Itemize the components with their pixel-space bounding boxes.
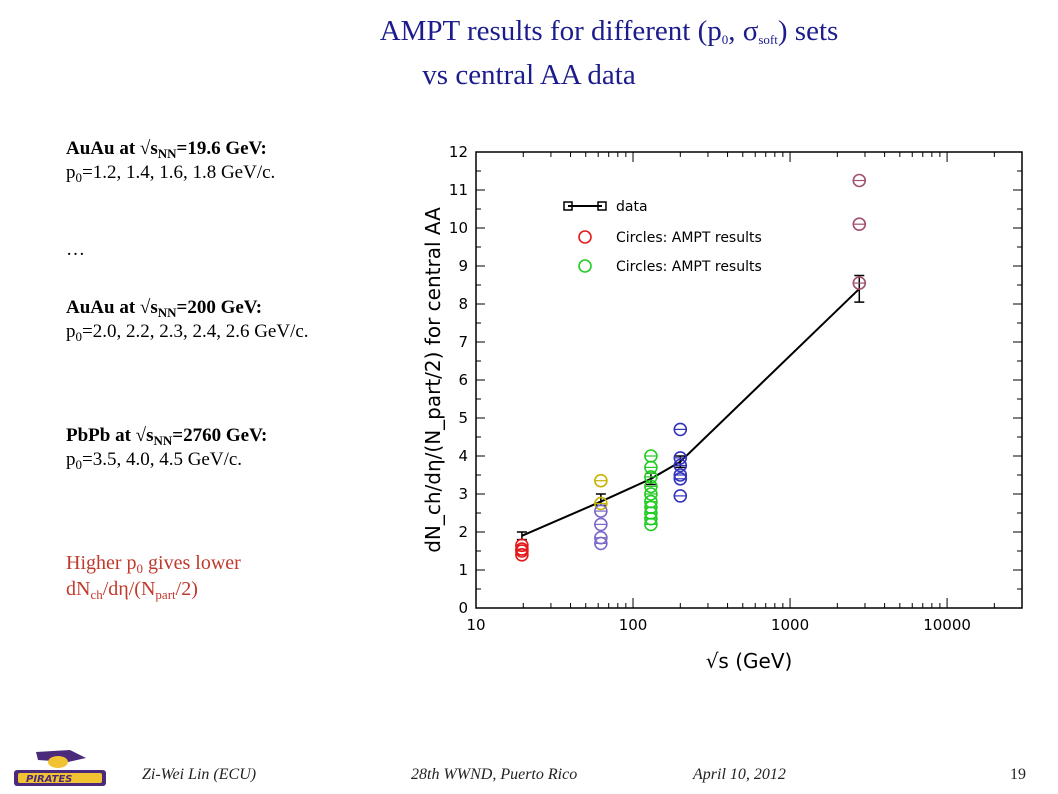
x-axis-label: √s (GeV)	[706, 649, 793, 673]
ellipsis: …	[66, 239, 85, 260]
auau-200-heading: AuAu at √sNN=200 GeV:	[66, 297, 263, 320]
y-tick-label: 10	[449, 219, 468, 237]
conclusion-note: Higher p0 gives lower dNch/dη/(Npart/2)	[66, 552, 241, 602]
legend-label-ampt-green: Circles: AMPT results	[616, 259, 762, 275]
y-tick-label: 7	[458, 333, 468, 351]
x-tick-label: 10000	[923, 616, 971, 634]
plot-frame	[475, 151, 1023, 609]
y-tick-label: 9	[458, 257, 468, 275]
y-tick-label: 1	[458, 561, 468, 579]
x-tick-label: 10	[466, 616, 485, 634]
page-number: 19	[1010, 766, 1026, 783]
y-tick-label: 12	[449, 143, 468, 161]
legend-label-ampt-red: Circles: AMPT results	[616, 230, 762, 246]
pbpb-p0: p0=3.5, 4.0, 4.5 GeV/c.	[66, 449, 243, 472]
x-tick-label: 1000	[771, 616, 809, 634]
auau-19-p0: p0=1.2, 1.4, 1.6, 1.8 GeV/c.	[66, 162, 276, 185]
auau-19-heading: AuAu at √sNN=19.6 GeV:	[66, 138, 267, 161]
pbpb-heading: PbPb at √sNN=2760 GeV:	[66, 425, 268, 448]
y-axis-label: dN_ch/dη/(N_part/2) for central AA	[421, 207, 445, 553]
auau-200-block: AuAu at √sNN=200 GeV: p0=2.0, 2.2, 2.3, …	[66, 296, 309, 344]
auau-19-block: AuAu at √sNN=19.6 GeV: p0=1.2, 1.4, 1.6,…	[66, 137, 275, 185]
y-tick-label: 4	[458, 447, 468, 465]
y-tick-label: 8	[458, 295, 468, 313]
legend-red-circle	[578, 230, 592, 244]
y-tick-label: 6	[458, 371, 468, 389]
legend-label-data: data	[616, 199, 648, 215]
ecu-pirates-logo: PIRATES	[14, 750, 106, 786]
slide-title-line1: AMPT results for different (p0, σsoft) s…	[379, 15, 839, 47]
y-tick-label: 5	[458, 409, 468, 427]
pbpb-block: PbPb at √sNN=2760 GeV: p0=3.5, 4.0, 4.5 …	[66, 424, 267, 472]
footer-date: April 10, 2012	[693, 766, 786, 783]
legend-green-circle	[578, 259, 592, 273]
y-tick-label: 0	[458, 599, 468, 617]
data-curve	[521, 288, 860, 537]
y-tick-label: 2	[458, 523, 468, 541]
auau-200-p0: p0=2.0, 2.2, 2.3, 2.4, 2.6 GeV/c.	[66, 321, 309, 344]
legend-data-marker	[597, 201, 607, 211]
svg-text:PIRATES: PIRATES	[26, 774, 72, 785]
y-tick-label: 3	[458, 485, 468, 503]
y-tick-label: 11	[449, 181, 468, 199]
footer-conference: 28th WWND, Puerto Rico	[411, 766, 578, 783]
slide-title-line2: vs central AA data	[422, 59, 636, 91]
legend-data-marker	[563, 201, 573, 211]
footer-author: Zi-Wei Lin (ECU)	[142, 766, 257, 783]
x-tick-label: 100	[619, 616, 648, 634]
